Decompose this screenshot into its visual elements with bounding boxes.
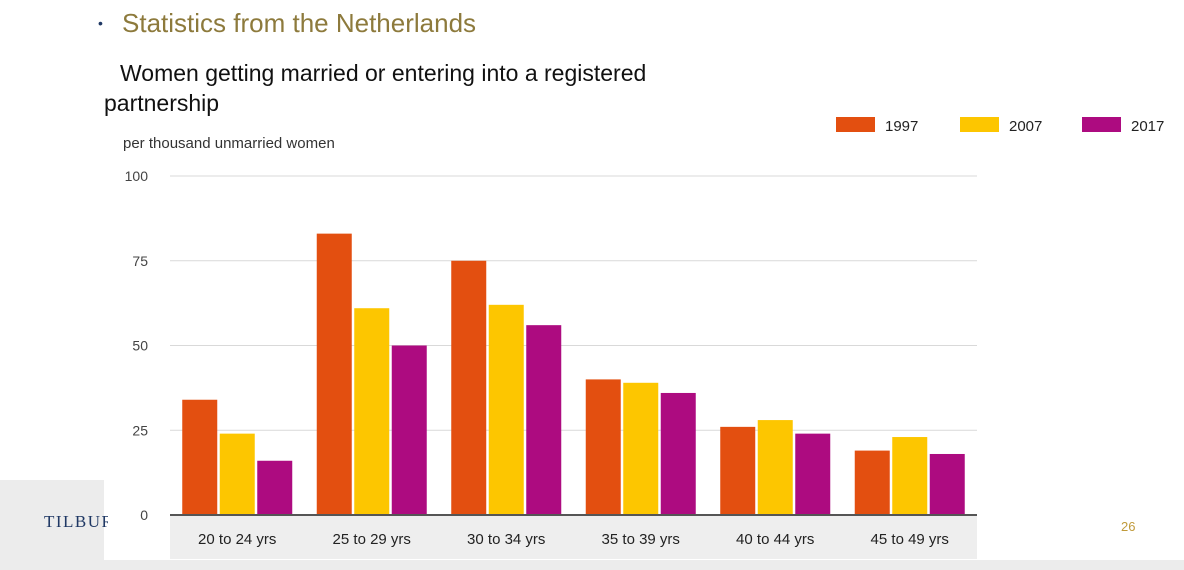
x-tick-label-2: 25 to 29 yrs xyxy=(333,531,411,548)
y-axis-title: per thousand unmarried women xyxy=(123,135,335,152)
bar-2007-6 xyxy=(892,437,928,515)
x-tick-label-5: 40 to 44 yrs xyxy=(736,531,814,548)
x-tick-label-3: 30 to 34 yrs xyxy=(467,531,545,548)
bullet-marker: • xyxy=(98,15,103,31)
bar-1997-4 xyxy=(585,379,621,515)
category-axis-band xyxy=(170,515,977,559)
y-tick-label-50: 50 xyxy=(132,338,148,354)
x-tick-label-1: 20 to 24 yrs xyxy=(198,531,276,548)
bar-2017-5 xyxy=(795,433,831,515)
bar-2007-4 xyxy=(623,382,659,515)
bar-2007-5 xyxy=(757,420,793,515)
legend-swatch-2007 xyxy=(960,117,999,132)
slide-title: Statistics from the Netherlands xyxy=(122,8,477,38)
x-tick-label-6: 45 to 49 yrs xyxy=(871,531,949,548)
page-number: 26 xyxy=(1121,519,1136,534)
bar-2017-2 xyxy=(391,345,427,515)
bar-2007-2 xyxy=(354,308,390,515)
bar-2007-1 xyxy=(219,433,255,515)
legend-swatch-1997 xyxy=(836,117,875,132)
bar-1997-2 xyxy=(316,233,352,515)
bar-2017-6 xyxy=(929,453,965,515)
y-tick-label-0: 0 xyxy=(140,507,148,523)
bar-2017-4 xyxy=(660,392,696,515)
bar-1997-1 xyxy=(182,399,218,515)
y-tick-label-100: 100 xyxy=(125,168,149,184)
legend-label-2017: 2017 xyxy=(1131,118,1164,135)
bar-2007-3 xyxy=(488,304,524,515)
bar-2017-3 xyxy=(526,325,562,515)
y-tick-label-25: 25 xyxy=(132,422,148,438)
x-tick-label-4: 35 to 39 yrs xyxy=(602,531,680,548)
legend-label-2007: 2007 xyxy=(1009,118,1042,135)
university-logo: TILBURG xyxy=(44,512,108,531)
bar-2017-1 xyxy=(257,460,293,515)
chart-title: Women getting married or entering into a… xyxy=(104,60,647,116)
legend-swatch-2017 xyxy=(1082,117,1121,132)
bar-1997-3 xyxy=(451,260,487,515)
bar-1997-5 xyxy=(720,426,756,515)
bar-1997-6 xyxy=(854,450,890,515)
legend-label-1997: 1997 xyxy=(885,118,918,135)
y-tick-label-75: 75 xyxy=(132,253,148,269)
